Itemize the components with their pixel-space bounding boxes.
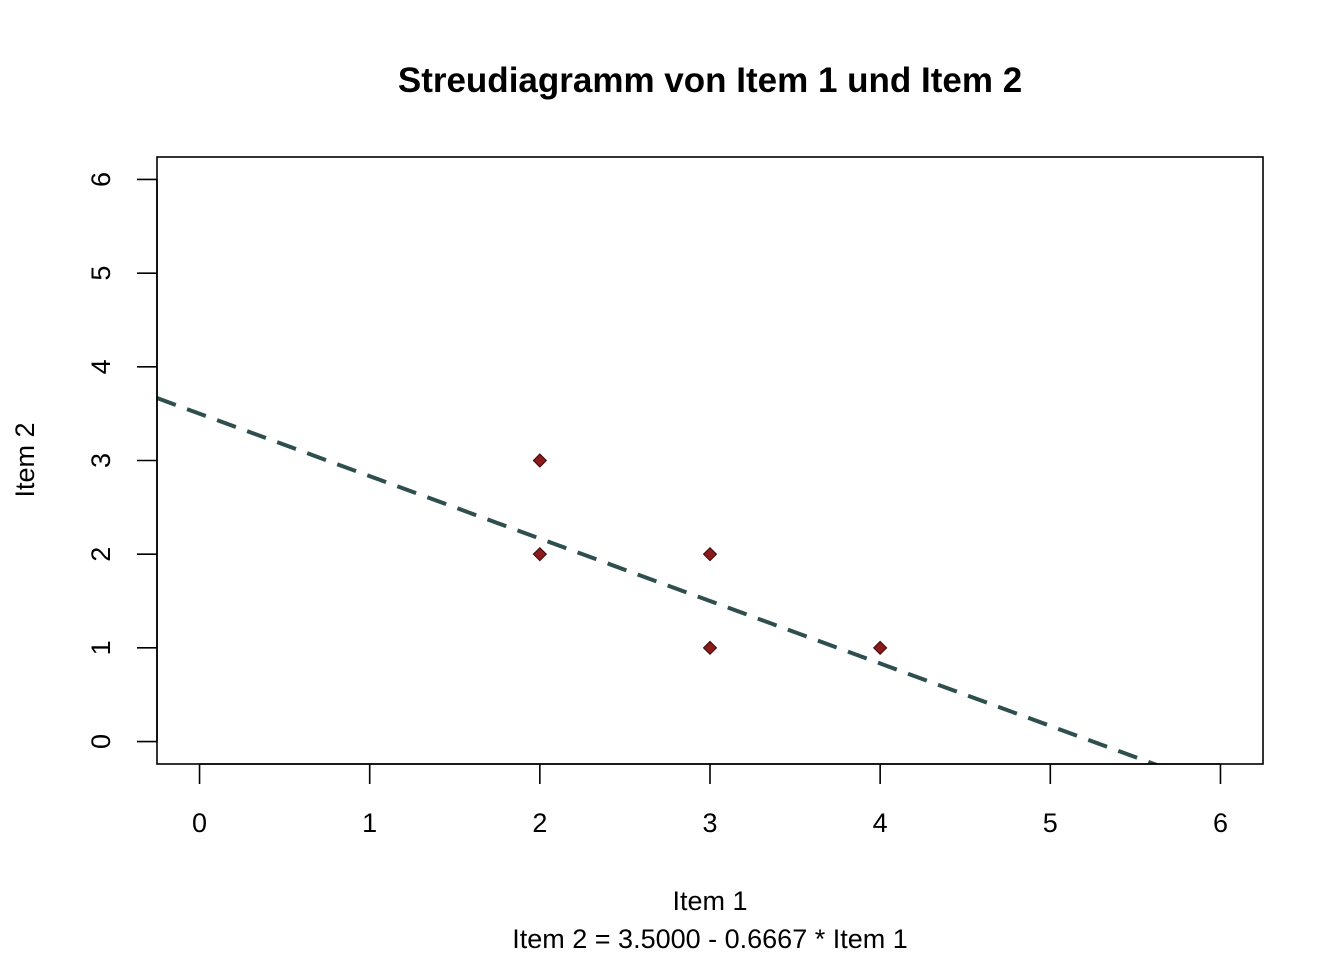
y-tick-label: 3 bbox=[86, 453, 116, 468]
x-tick-label: 2 bbox=[532, 808, 547, 838]
x-tick-label: 5 bbox=[1043, 808, 1058, 838]
y-tick-label: 5 bbox=[86, 266, 116, 281]
data-point bbox=[702, 546, 718, 562]
data-point bbox=[532, 546, 548, 562]
x-tick-label: 3 bbox=[702, 808, 717, 838]
x-tick-label: 4 bbox=[873, 808, 888, 838]
y-tick-label: 6 bbox=[86, 172, 116, 187]
x-axis: 0 1 2 3 4 5 6 bbox=[192, 763, 1228, 838]
x-tick-label: 6 bbox=[1213, 808, 1228, 838]
chart-title: Streudiagramm von Item 1 und Item 2 bbox=[398, 61, 1022, 100]
x-tick-label: 1 bbox=[362, 808, 377, 838]
chart-subtitle: Item 2 = 3.5000 - 0.6667 * Item 1 bbox=[512, 924, 908, 954]
regression-line bbox=[157, 396, 1160, 764]
y-axis-label: Item 2 bbox=[10, 422, 40, 497]
data-point bbox=[872, 640, 888, 656]
x-tick-label: 0 bbox=[192, 808, 207, 838]
x-axis-label: Item 1 bbox=[672, 886, 747, 916]
y-tick-label: 1 bbox=[86, 640, 116, 655]
y-tick-label: 4 bbox=[86, 359, 116, 374]
y-tick-label: 0 bbox=[86, 734, 116, 749]
y-tick-label: 2 bbox=[86, 547, 116, 562]
y-axis: 0 1 2 3 4 5 6 bbox=[86, 172, 158, 749]
data-point bbox=[532, 453, 548, 468]
data-point bbox=[702, 640, 718, 656]
